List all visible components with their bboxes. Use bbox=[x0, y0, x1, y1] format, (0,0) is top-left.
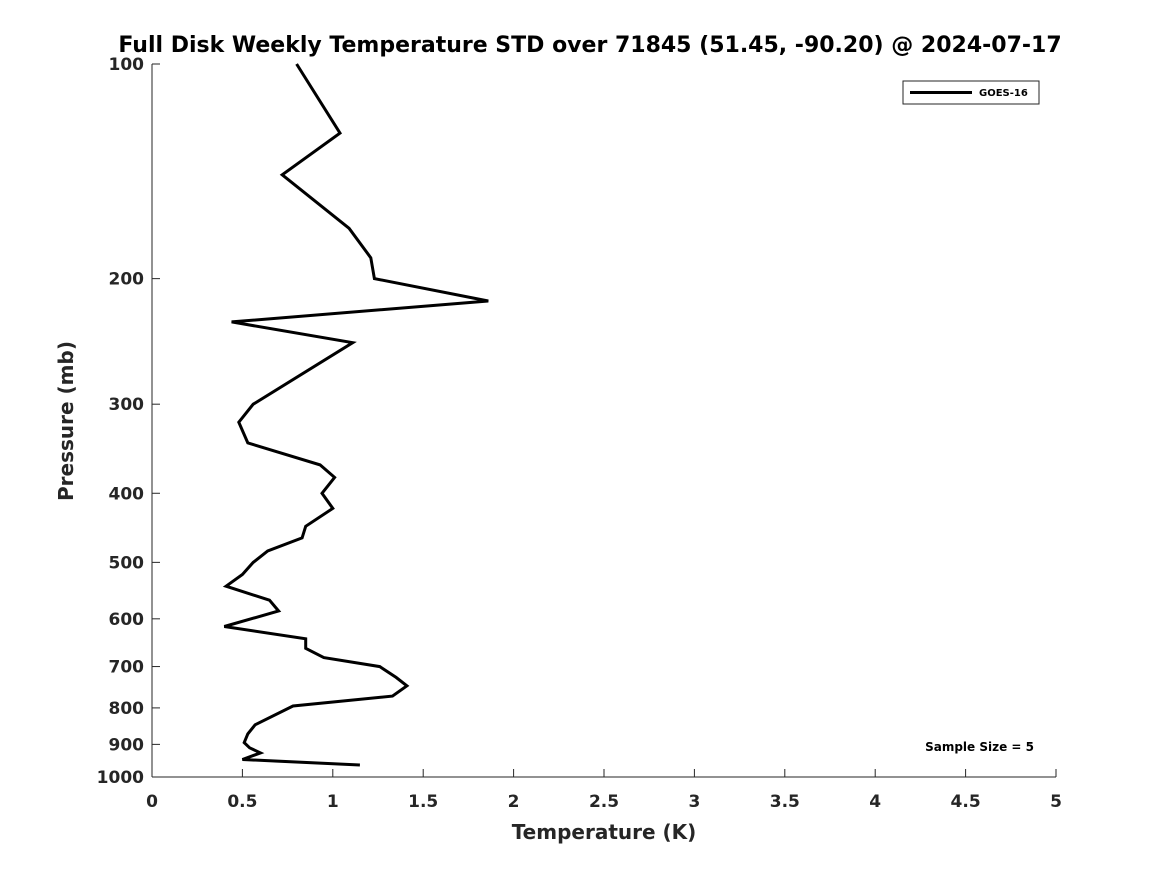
series-layer bbox=[222, 63, 489, 767]
x-tick-label: 3.5 bbox=[770, 792, 800, 812]
x-tick-label: 0 bbox=[146, 792, 158, 812]
x-tick-label: 4 bbox=[869, 792, 881, 812]
y-tick-label: 600 bbox=[109, 610, 145, 630]
chart-title: Full Disk Weekly Temperature STD over 71… bbox=[118, 33, 1061, 58]
legend: GOES-16 bbox=[902, 80, 1040, 105]
x-tick-label: 1.5 bbox=[408, 792, 438, 812]
series-line-goes-16 bbox=[222, 63, 489, 767]
plot-area: 0 0.5 1 1.5 2 2.5 3 3.5 4 4.5 5 100 200 300 400 500 600… bbox=[97, 55, 1062, 812]
y-tick-label: 200 bbox=[109, 270, 145, 290]
y-tick-label: 400 bbox=[109, 484, 145, 504]
legend-label: GOES-16 bbox=[979, 88, 1028, 99]
y-axis-ticks: 100 200 300 400 500 600 700 800 900 1000 bbox=[97, 55, 160, 788]
y-tick-label: 900 bbox=[109, 735, 145, 755]
x-tick-label: 2 bbox=[508, 792, 520, 812]
x-axis-ticks: 0 0.5 1 1.5 2 2.5 3 3.5 4 4.5 5 bbox=[146, 769, 1062, 812]
y-tick-label: 300 bbox=[109, 395, 145, 415]
x-tick-label: 5 bbox=[1050, 792, 1062, 812]
y-tick-label: 500 bbox=[109, 553, 145, 573]
x-tick-label: 2.5 bbox=[589, 792, 619, 812]
x-axis-label: Temperature (K) bbox=[512, 820, 697, 844]
x-tick-label: 4.5 bbox=[951, 792, 981, 812]
y-tick-label: 100 bbox=[109, 55, 145, 75]
sample-size-annotation: Sample Size = 5 bbox=[925, 740, 1034, 754]
y-axis-label: Pressure (mb) bbox=[54, 341, 78, 501]
x-tick-label: 3 bbox=[688, 792, 700, 812]
y-tick-label: 800 bbox=[109, 699, 145, 719]
y-tick-label: 1000 bbox=[97, 768, 144, 788]
x-tick-label: 1 bbox=[327, 792, 339, 812]
x-tick-label: 0.5 bbox=[227, 792, 257, 812]
y-tick-label: 700 bbox=[109, 658, 145, 678]
